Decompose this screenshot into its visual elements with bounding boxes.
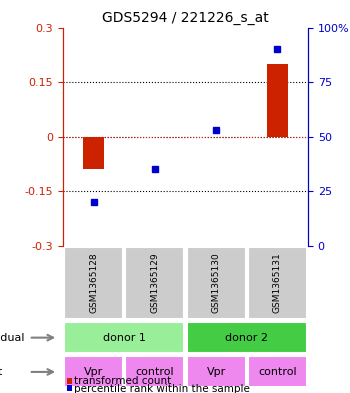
Text: control: control — [258, 367, 297, 377]
Text: GSM1365129: GSM1365129 — [150, 253, 159, 313]
FancyBboxPatch shape — [125, 247, 184, 319]
Text: individual: individual — [0, 332, 25, 343]
FancyBboxPatch shape — [64, 322, 184, 353]
Text: donor 1: donor 1 — [103, 332, 146, 343]
Bar — [267, 64, 288, 137]
Text: GSM1365128: GSM1365128 — [89, 253, 98, 313]
FancyBboxPatch shape — [187, 322, 307, 353]
Text: donor 2: donor 2 — [225, 332, 268, 343]
Text: percentile rank within the sample: percentile rank within the sample — [74, 384, 249, 393]
FancyBboxPatch shape — [125, 356, 184, 387]
Text: Vpr: Vpr — [84, 367, 103, 377]
Bar — [83, 137, 104, 169]
Text: GSM1365130: GSM1365130 — [212, 253, 220, 314]
FancyBboxPatch shape — [248, 356, 307, 387]
FancyBboxPatch shape — [187, 247, 245, 319]
Text: Vpr: Vpr — [206, 367, 226, 377]
Title: GDS5294 / 221226_s_at: GDS5294 / 221226_s_at — [102, 11, 269, 25]
Text: control: control — [135, 367, 174, 377]
FancyBboxPatch shape — [187, 356, 245, 387]
Text: transformed count: transformed count — [74, 376, 171, 386]
Text: agent: agent — [0, 367, 2, 377]
Text: GSM1365131: GSM1365131 — [273, 253, 282, 314]
FancyBboxPatch shape — [64, 356, 123, 387]
FancyBboxPatch shape — [64, 247, 123, 319]
FancyBboxPatch shape — [248, 247, 307, 319]
